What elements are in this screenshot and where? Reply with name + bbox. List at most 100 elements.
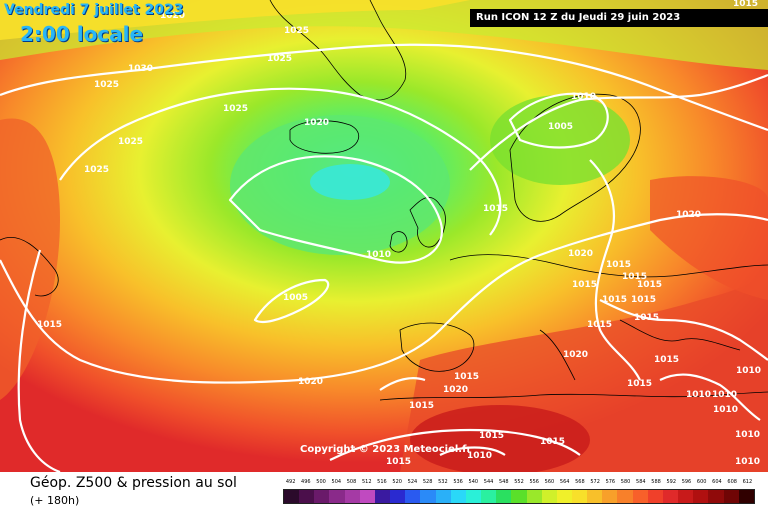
scale-value: 600 — [696, 479, 707, 485]
forecast-date: Vendredi 7 juillet 2023 — [4, 2, 184, 18]
isobar-label: 1025 — [84, 165, 109, 175]
isobar-1020-south — [0, 213, 768, 384]
isobar-1015-east — [599, 299, 768, 361]
isobar-label: 1015 — [587, 320, 612, 330]
scale-swatch — [526, 490, 542, 503]
great-britain-coast — [409, 196, 446, 248]
northern-yellow — [0, 0, 470, 40]
isobar-label: 1020 — [304, 118, 329, 128]
scale-value: 592 — [666, 479, 677, 485]
scale-swatch — [571, 490, 588, 503]
scale-value: 604 — [712, 479, 722, 485]
scale-swatch — [723, 490, 739, 503]
scale-value: 524 — [407, 479, 418, 485]
north-africa-core — [410, 405, 590, 472]
color-scale-labels: 492 496 500 504 508 512 516 520 524 528 532 536 540 5… — [283, 473, 755, 487]
east-europe-ridge — [650, 176, 768, 300]
scale-swatch — [390, 490, 406, 503]
scale-value: 552 — [514, 479, 524, 485]
scale-value: 568 — [575, 479, 585, 485]
atlantic-low-core — [310, 164, 390, 200]
isobar-label: 1010 — [736, 366, 761, 376]
scale-value: 572 — [590, 479, 600, 485]
isobar-label: 1025 — [267, 54, 292, 64]
scale-swatch — [435, 490, 451, 503]
scale-value: 548 — [498, 479, 509, 485]
isobar-label: 1005 — [548, 122, 573, 132]
scale-swatch — [738, 490, 754, 503]
scale-swatch — [632, 490, 648, 503]
canada-coast — [0, 237, 59, 297]
isobar-1015-africa — [329, 428, 581, 461]
scale-value: 516 — [377, 479, 387, 485]
isobar-label: 1015 — [602, 295, 627, 305]
isobar-1010-atlantic — [228, 155, 443, 264]
isobar-1005-atlantic — [253, 278, 330, 324]
ireland-coast — [389, 231, 408, 253]
isobar-1010-scandinavia — [469, 73, 768, 171]
isobar-label: 1020 — [563, 350, 588, 360]
copyright-text: Copyright © 2023 Meteociel.fr — [300, 444, 472, 455]
scale-value: 512 — [361, 479, 372, 485]
west-ridge — [0, 118, 60, 401]
scale-swatch — [420, 490, 436, 503]
isobar-label: 1015 — [37, 320, 62, 330]
scale-swatch — [481, 490, 497, 503]
scale-swatch — [617, 490, 633, 503]
isobar-1005-scandinavia — [508, 92, 609, 149]
isobar-1015-north — [59, 87, 502, 236]
iceland-coast — [289, 120, 360, 154]
balkan-coast — [619, 319, 741, 351]
isobar-1010-africa — [439, 446, 506, 456]
scandinavia-coast — [509, 93, 641, 222]
scale-swatch — [708, 490, 724, 503]
isobar-label: 1020 — [568, 249, 593, 259]
scandinavia-trough — [490, 95, 630, 185]
isobar-1010-east — [659, 373, 761, 421]
isobar-label: 1015 — [634, 313, 659, 323]
isobar-labels: 1020 1025 1025 1030 1025 1025 1025 1025 … — [37, 0, 761, 467]
scale-swatch — [284, 490, 300, 503]
isobar-label: 1025 — [94, 80, 119, 90]
isobar-label: 1020 — [298, 377, 323, 387]
isobar-label: 1010 — [735, 430, 760, 440]
europe-north-coast — [449, 254, 768, 278]
isobar-label: 1015 — [540, 437, 565, 447]
legend-footer: Géop. Z500 & pression au sol (+ 180h) 49… — [0, 472, 768, 512]
isobar-label: 1010 — [713, 405, 738, 415]
scale-value: 528 — [422, 479, 433, 485]
scale-value: 576 — [605, 479, 616, 485]
scale-value: 612 — [742, 479, 753, 485]
north-africa-coast — [379, 391, 768, 401]
scale-value: 588 — [651, 479, 661, 485]
scale-swatch — [405, 490, 421, 503]
scale-value: 580 — [620, 479, 631, 485]
color-scale-bar — [283, 489, 755, 504]
scale-swatch — [374, 490, 391, 503]
isobar-1015-central — [589, 159, 641, 381]
isobar-label: 1010 — [366, 250, 391, 260]
scale-value: 504 — [331, 479, 342, 485]
iberia-coast — [399, 322, 475, 372]
scale-swatch — [329, 490, 345, 503]
isobar-1015-west — [17, 249, 61, 472]
isobar-label: 1010 — [735, 457, 760, 467]
scale-swatch — [450, 490, 466, 503]
isobar-label: 1010 — [571, 92, 596, 102]
legend-title: Géop. Z500 & pression au sol — [30, 475, 237, 491]
isobar-label: 1025 — [223, 104, 248, 114]
scale-value: 508 — [346, 479, 357, 485]
scale-value: 540 — [468, 479, 479, 485]
scale-value: 536 — [453, 479, 463, 485]
scale-swatch — [678, 490, 694, 503]
scale-swatch — [602, 490, 618, 503]
scale-swatch — [314, 490, 330, 503]
isobar-label: 1020 — [443, 385, 468, 395]
scale-swatch — [647, 490, 663, 503]
scale-swatch — [587, 490, 603, 503]
isobar-label: 1015 — [572, 280, 597, 290]
scale-value: 520 — [392, 479, 402, 485]
isobar-label: 1005 — [283, 293, 308, 303]
isobar-label: 1020 — [676, 210, 701, 220]
